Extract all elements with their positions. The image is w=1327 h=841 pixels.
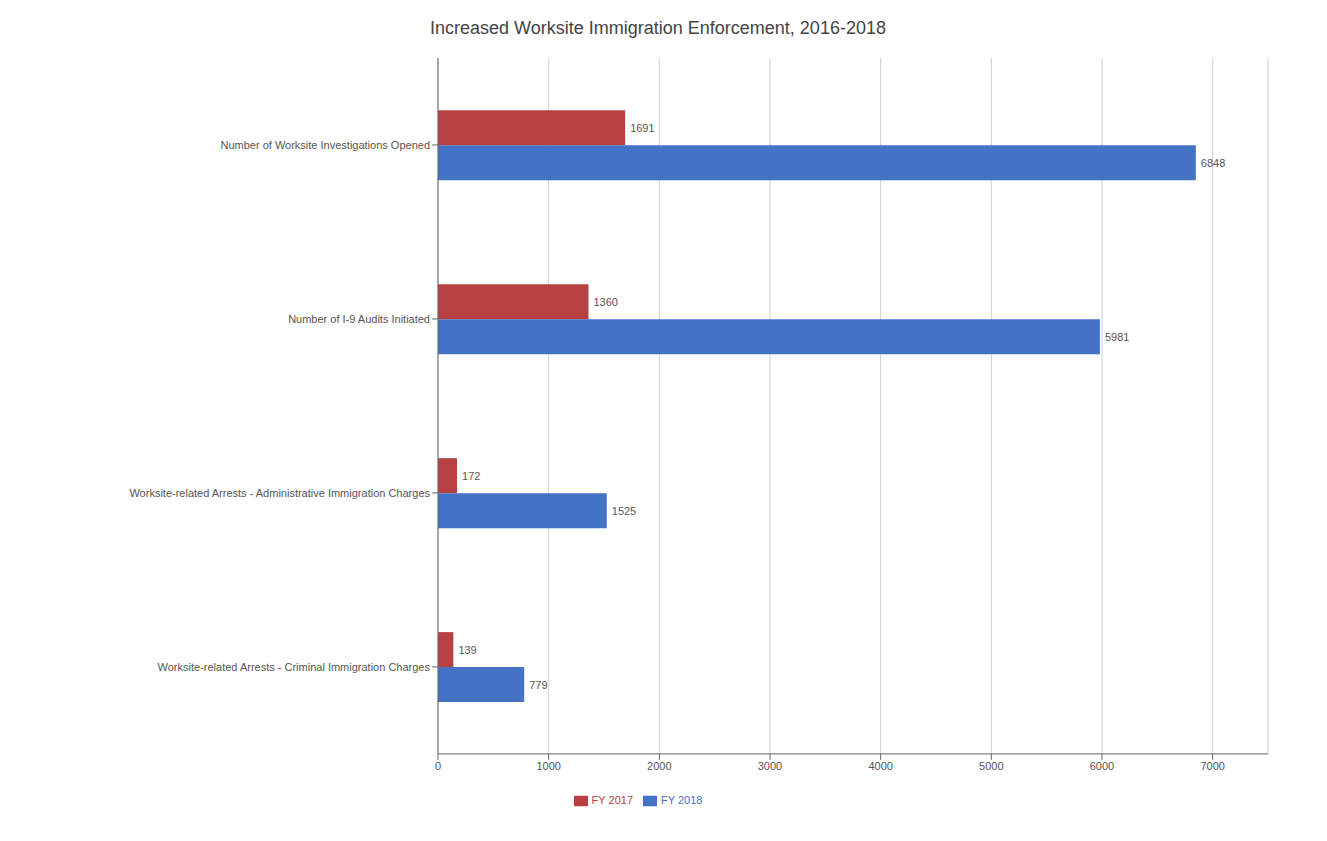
svg-text:172: 172: [462, 470, 480, 482]
svg-text:7000: 7000: [1200, 760, 1224, 772]
html-text:FY 2018: FY 2018: [661, 793, 703, 806]
svg-text:6000: 6000: [1090, 760, 1114, 772]
svg-text:Worksite-related Arrests - Adm: Worksite-related Arrests - Administrativ…: [129, 487, 430, 499]
svg-text:Number of Worksite Investigati: Number of Worksite Investigations Opened: [220, 139, 430, 151]
svg-text:0: 0: [435, 760, 441, 772]
html-text:Increased Worksite Immigration: Increased Worksite Immigration Enforceme…: [430, 18, 886, 38]
svg-text:6848: 6848: [1201, 157, 1225, 169]
svg-text:5981: 5981: [1105, 331, 1129, 343]
svg-text:779: 779: [529, 679, 547, 691]
svg-text:Number of I-9 Audits Initiated: Number of I-9 Audits Initiated: [288, 313, 430, 325]
svg-text:2000: 2000: [647, 760, 671, 772]
svg-text:4000: 4000: [868, 760, 892, 772]
svg-text:3000: 3000: [758, 760, 782, 772]
svg-text:5000: 5000: [979, 760, 1003, 772]
svg-text:1360: 1360: [594, 296, 618, 308]
svg-text:1000: 1000: [536, 760, 560, 772]
html-text:FY 2017: FY 2017: [591, 793, 633, 806]
svg-text:139: 139: [458, 644, 476, 656]
svg-text:1525: 1525: [612, 505, 636, 517]
svg-text:1691: 1691: [630, 122, 654, 134]
svg-text:Worksite-related Arrests - Cri: Worksite-related Arrests - Criminal Immi…: [158, 661, 431, 673]
